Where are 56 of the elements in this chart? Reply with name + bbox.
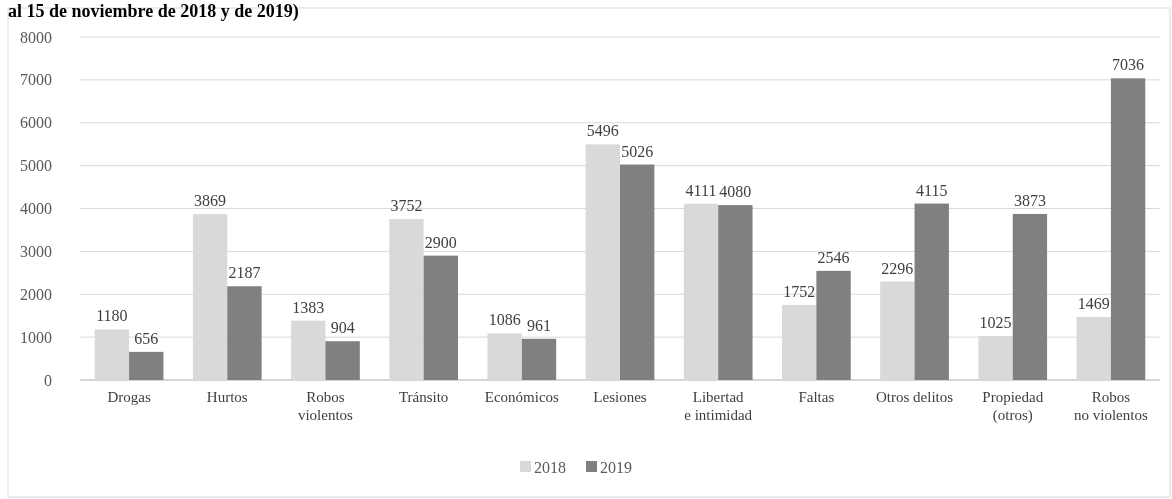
x-tick-label: Robos no violentos	[1074, 389, 1148, 423]
bar	[816, 270, 851, 380]
chart-title: al 15 de noviembre de 2018 y de 2019)	[8, 0, 299, 22]
data-label: 3752	[390, 197, 423, 215]
bar	[227, 286, 262, 380]
bar	[1012, 213, 1048, 380]
x-tick-label: Económicos	[484, 389, 560, 405]
data-label: 1180	[96, 307, 128, 325]
data-label: 3869	[194, 192, 227, 210]
x-tick-label: Robos violentos	[297, 389, 354, 423]
y-tick-label: 5000	[20, 157, 52, 175]
data-label: 7036	[1112, 56, 1145, 74]
x-tick-label: Lesiones	[593, 389, 647, 405]
data-label: 1025	[979, 314, 1012, 332]
bar	[325, 341, 360, 380]
legend-label: 2019	[600, 458, 632, 476]
data-label: 2187	[228, 264, 261, 282]
bar	[521, 338, 557, 380]
y-tick-label: 2000	[20, 285, 52, 303]
x-tick-label: Propiedad (otros)	[982, 389, 1044, 424]
legend-label: 2018	[534, 458, 566, 476]
y-tick-label: 8000	[20, 28, 52, 46]
data-label: 2900	[424, 233, 457, 251]
x-tick-label: Hurtos	[206, 389, 248, 405]
y-tick-label: 4000	[20, 200, 52, 218]
data-label: 5026	[621, 142, 654, 160]
bar	[914, 203, 949, 380]
y-tick-label: 7000	[20, 71, 52, 89]
y-tick-label: 0	[44, 371, 52, 389]
data-label: 2546	[817, 248, 850, 266]
data-label: 1469	[1077, 295, 1110, 313]
y-tick-label: 1000	[20, 328, 52, 346]
data-label: 656	[134, 329, 159, 347]
y-tick-label: 6000	[20, 114, 52, 132]
data-label: 4115	[916, 181, 948, 199]
bar	[1110, 78, 1146, 380]
data-label: 2296	[881, 259, 914, 277]
bar	[718, 205, 753, 380]
bar	[129, 351, 164, 380]
data-label: 1383	[292, 298, 325, 316]
x-tick-label: Drogas	[107, 389, 151, 405]
data-label: 961	[527, 316, 551, 334]
x-tick-label: Tránsito	[398, 389, 449, 405]
bar	[620, 164, 655, 380]
x-tick-label: Libertad e intimidad	[684, 389, 753, 423]
data-label: 4080	[719, 183, 752, 201]
bar	[423, 255, 458, 380]
data-label: 1752	[783, 282, 816, 300]
y-tick-label: 3000	[20, 242, 52, 260]
x-tick-label: Otros delitos	[876, 389, 954, 405]
data-label: 4111	[685, 181, 717, 199]
data-label: 3873	[1013, 191, 1046, 209]
x-tick-label: Faltas	[798, 389, 835, 405]
data-label: 1086	[488, 311, 521, 329]
data-label: 904	[330, 319, 355, 337]
data-label: 5496	[586, 122, 619, 140]
